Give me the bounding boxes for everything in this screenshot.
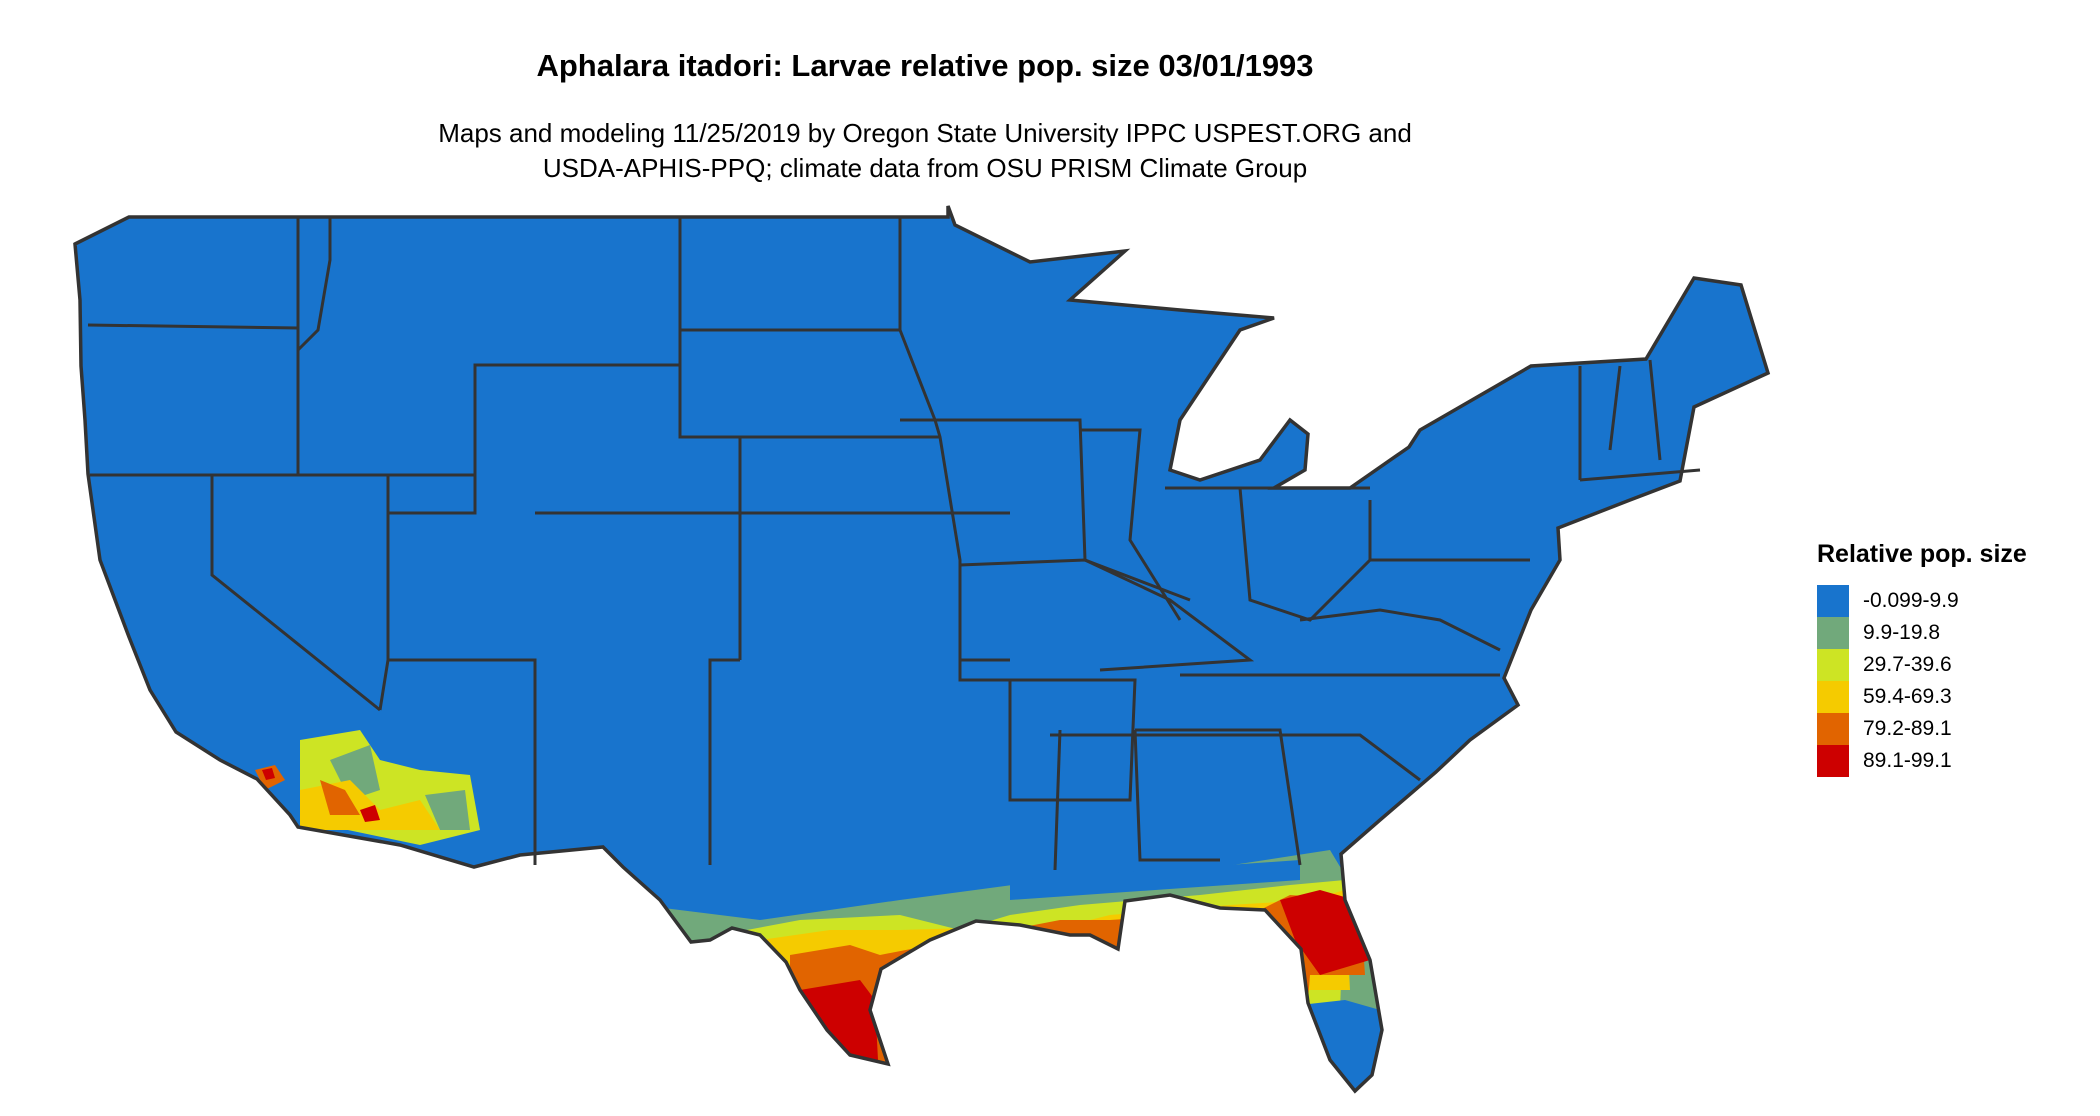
state-border	[1260, 733, 1421, 782]
state-border	[87, 323, 299, 330]
us-land	[75, 206, 1768, 1091]
us-outline	[73, 205, 1771, 1094]
state-border	[1133, 729, 1220, 862]
map-subtitle-line2: USDA-APHIS-PPQ; climate data from OSU PR…	[542, 153, 1308, 183]
state-border	[1608, 365, 1622, 451]
legend-label: 9.9-19.8	[1863, 621, 1941, 644]
map-subtitle-line1: Maps and modeling 11/25/2019 by Oregon S…	[438, 118, 1412, 148]
state-border	[296, 217, 332, 352]
legend-label: 29.7-39.6	[1863, 653, 1952, 676]
legend-label: 79.2-89.1	[1863, 717, 1952, 740]
state-border	[210, 475, 381, 712]
state-border	[678, 330, 742, 513]
state-border	[678, 217, 902, 332]
state-border	[1648, 359, 1662, 461]
legend-swatch	[1817, 649, 1849, 681]
state-border	[900, 418, 1087, 561]
legend-item: 9.9-19.8	[1817, 617, 2027, 649]
legend: Relative pop. size -0.099-9.9 9.9-19.8 29.…	[1817, 540, 2027, 777]
state-border	[1299, 608, 1501, 652]
legend-swatch	[1817, 585, 1849, 617]
population-zone	[1010, 860, 1400, 1091]
population-zone	[262, 768, 380, 822]
state-border	[1135, 728, 1302, 866]
legend-swatch	[1817, 681, 1849, 713]
legend-item: 79.2-89.1	[1817, 713, 2027, 745]
state-border	[1080, 428, 1182, 621]
state-border	[388, 365, 477, 515]
legend-title: Relative pop. size	[1817, 540, 2027, 568]
state-border	[1053, 729, 1062, 871]
state-border	[1084, 558, 1255, 672]
legend-swatch	[1817, 617, 1849, 649]
legend-label: 59.4-69.3	[1863, 685, 1952, 708]
map-title: Aphalara itadori: Larvae relative pop. s…	[536, 48, 1314, 83]
state-border	[898, 329, 1050, 682]
legend-item: -0.099-9.9	[1817, 585, 2027, 617]
legend-swatch	[1817, 745, 1849, 777]
legend-item: 59.4-69.3	[1817, 681, 2027, 713]
legend-swatch	[1817, 713, 1849, 745]
state-border	[1368, 500, 1530, 562]
legend-label: 89.1-99.1	[1863, 749, 1952, 772]
legend-item: 89.1-99.1	[1817, 745, 2027, 777]
population-zone	[255, 765, 360, 815]
legend-label: -0.099-9.9	[1863, 589, 1959, 612]
population-zone	[330, 745, 470, 830]
state-border	[708, 658, 740, 865]
state-border	[1008, 678, 1137, 802]
legend-item: 29.7-39.6	[1817, 649, 2027, 681]
state-borders	[87, 217, 1701, 871]
